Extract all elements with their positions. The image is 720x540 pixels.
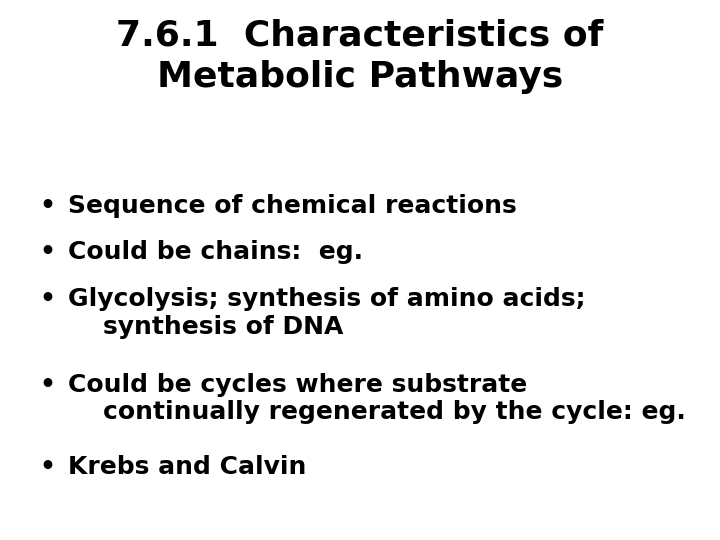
Text: 7.6.1  Characteristics of
Metabolic Pathways: 7.6.1 Characteristics of Metabolic Pathw… xyxy=(117,19,603,93)
Text: Krebs and Calvin: Krebs and Calvin xyxy=(68,455,307,478)
Text: •: • xyxy=(40,240,55,264)
Text: Sequence of chemical reactions: Sequence of chemical reactions xyxy=(68,194,517,218)
Text: Could be cycles where substrate
    continually regenerated by the cycle: eg.: Could be cycles where substrate continua… xyxy=(68,373,686,424)
Text: Glycolysis; synthesis of amino acids;
    synthesis of DNA: Glycolysis; synthesis of amino acids; sy… xyxy=(68,287,586,339)
Text: Could be chains:  eg.: Could be chains: eg. xyxy=(68,240,364,264)
Text: •: • xyxy=(40,287,55,311)
Text: •: • xyxy=(40,373,55,396)
Text: •: • xyxy=(40,455,55,478)
Text: •: • xyxy=(40,194,55,218)
